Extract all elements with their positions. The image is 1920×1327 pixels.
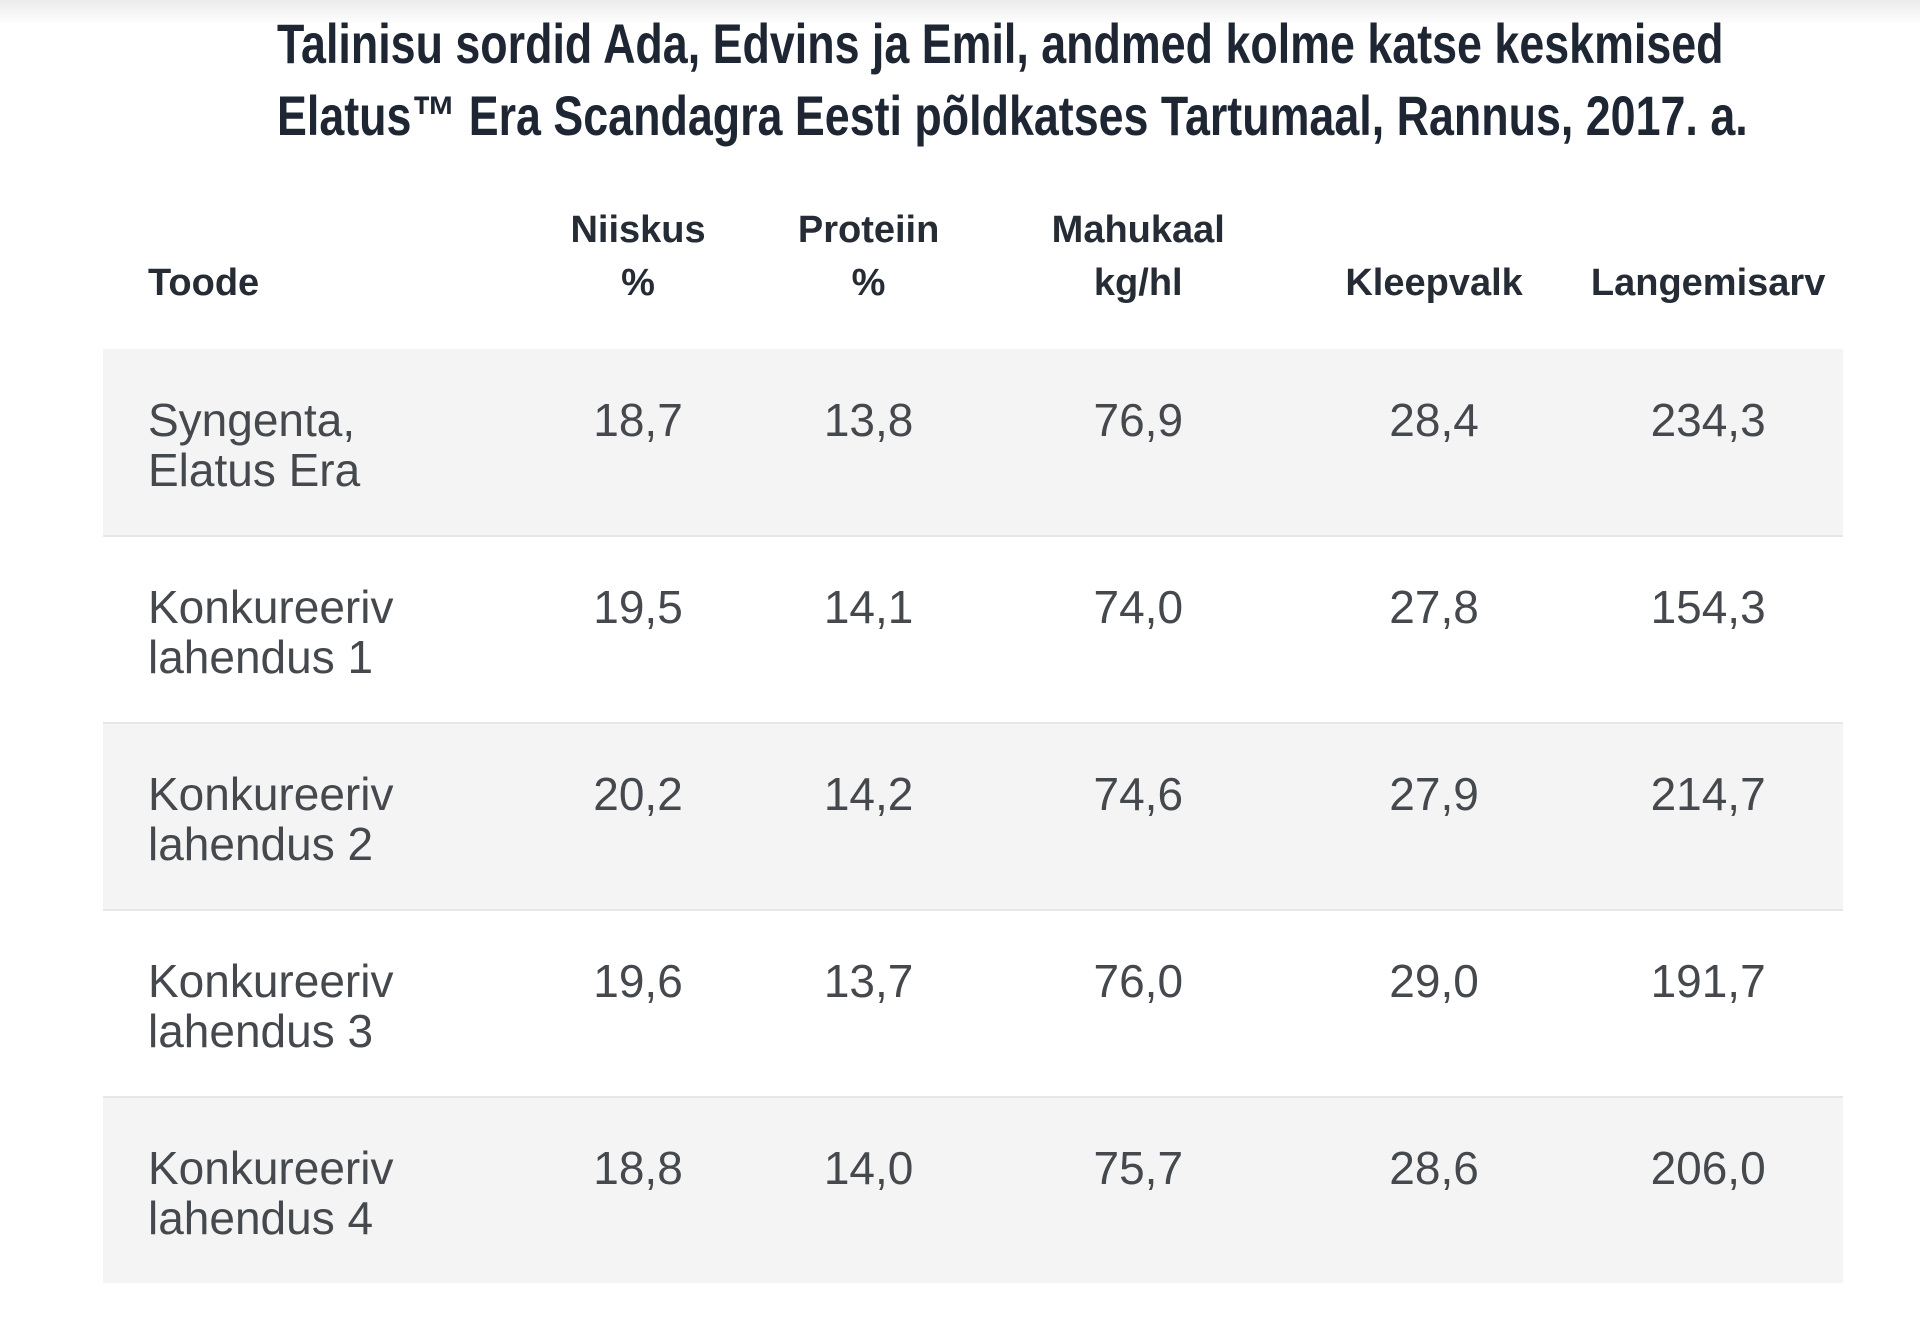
cell-niiskus: 20,2 [593,768,683,820]
cell-kleepvalk: 28,4 [1389,394,1479,446]
cell-mahukaal: 76,0 [1093,955,1184,1007]
cell-mahukaal: 74,0 [1093,581,1184,633]
col-header-proteiin: Proteiin % [797,209,940,304]
cell-proteiin: 14,1 [823,581,914,633]
col-header-langemisarv: Langemisarv [1590,262,1826,304]
col-header-kleepvalk: Kleepvalk [1345,262,1523,304]
page-title: Talinisu sordid Ada, Edvins ja Emil, and… [277,8,1748,152]
page-title-line-1: Talinisu sordid Ada, Edvins ja Emil, and… [277,12,1724,75]
cell-toode: Syngenta, Elatus Era [148,394,361,496]
cell-mahukaal: 74,6 [1093,768,1184,820]
cell-langemisarv: 214,7 [1650,768,1766,820]
cell-langemisarv: 206,0 [1650,1142,1766,1194]
col-header-toode: Toode [148,262,260,304]
cell-proteiin: 13,8 [823,394,914,446]
cell-langemisarv: 191,7 [1650,955,1766,1007]
table-body: Syngenta, Elatus Era 18,7 13,8 76,9 28,4… [103,349,1843,1283]
cell-toode: Konkureeriv lahendus 3 [148,955,394,1057]
cell-langemisarv: 234,3 [1650,394,1766,446]
cell-niiskus: 19,6 [593,955,683,1007]
cell-mahukaal: 75,7 [1093,1142,1184,1194]
cell-proteiin: 14,2 [823,768,914,820]
article-content: Talinisu sordid Ada, Edvins ja Emil, and… [103,0,1843,1283]
table-row: Syngenta, Elatus Era 18,7 13,8 76,9 28,4… [103,349,1843,536]
cell-niiskus: 18,7 [593,394,683,446]
cell-kleepvalk: 29,0 [1389,955,1479,1007]
cell-niiskus: 19,5 [593,581,683,633]
cell-kleepvalk: 27,9 [1389,768,1479,820]
cell-toode: Konkureeriv lahendus 1 [148,581,394,683]
table-header: Toode Niiskus % Proteiin % Mahukaal kg/h… [103,204,1843,349]
results-table: Toode Niiskus % Proteiin % Mahukaal kg/h… [103,204,1843,1283]
cell-niiskus: 18,8 [593,1142,683,1194]
table-row: Konkureeriv lahendus 4 18,8 14,0 75,7 28… [103,1097,1843,1283]
table-row: Konkureeriv lahendus 3 19,6 13,7 76,0 29… [103,910,1843,1097]
cell-proteiin: 14,0 [823,1142,914,1194]
cell-toode: Konkureeriv lahendus 4 [148,1142,394,1244]
cell-langemisarv: 154,3 [1650,581,1766,633]
cell-kleepvalk: 27,8 [1389,581,1479,633]
table-row: Konkureeriv lahendus 1 19,5 14,1 74,0 27… [103,536,1843,723]
table-row: Konkureeriv lahendus 2 20,2 14,2 74,6 27… [103,723,1843,910]
col-header-niiskus: Niiskus % [570,209,706,304]
cell-proteiin: 13,7 [823,955,914,1007]
page-title-line-2: Elatus™ Era Scandagra Eesti põldkatses T… [277,84,1748,147]
cell-toode: Konkureeriv lahendus 2 [148,768,394,870]
cell-kleepvalk: 28,6 [1389,1142,1479,1194]
col-header-mahukaal: Mahukaal kg/hl [1051,209,1225,304]
header-row: Toode Niiskus % Proteiin % Mahukaal kg/h… [103,204,1843,349]
cell-mahukaal: 76,9 [1093,394,1184,446]
